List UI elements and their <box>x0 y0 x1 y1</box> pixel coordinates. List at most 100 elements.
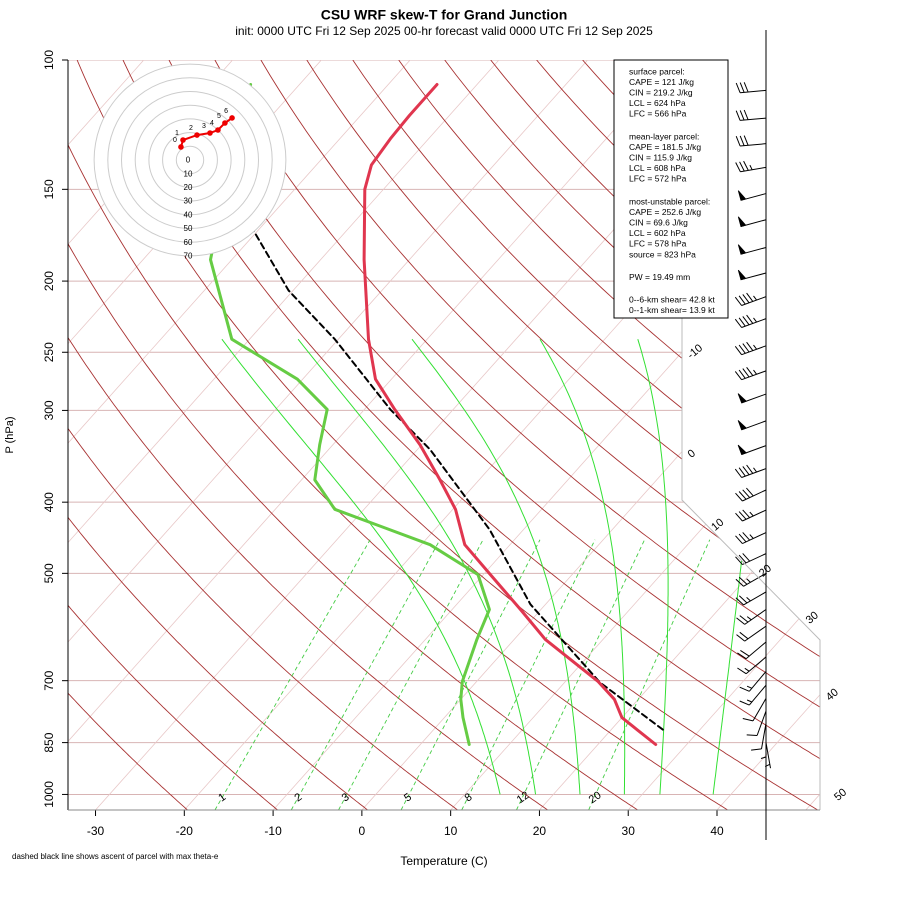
chart-subtitle: init: 0000 UTC Fri 12 Sep 2025 00-hr for… <box>235 24 653 38</box>
parcel-info-line: CAPE = 181.5 J/kg <box>629 142 701 152</box>
wind-barb <box>737 393 767 404</box>
y-tick-label: 150 <box>42 179 56 199</box>
barb-staff <box>736 609 767 625</box>
y-tick-label: 300 <box>42 400 56 420</box>
x-tick-label: -10 <box>264 824 282 838</box>
barb-staff <box>735 109 767 121</box>
wind-barb <box>735 82 767 94</box>
barb-staff <box>735 487 767 502</box>
barb-pennant <box>737 444 748 456</box>
barb-staff <box>734 464 767 478</box>
moist-adiabat <box>221 338 501 795</box>
hodograph-ring-label: 10 <box>184 169 193 178</box>
dry-adiabat <box>260 60 820 810</box>
barb-pennant <box>737 216 747 227</box>
x-tick-label: 10 <box>444 824 458 838</box>
isotherm <box>68 60 500 810</box>
hodograph-point <box>180 137 186 143</box>
hodograph-background <box>94 64 286 256</box>
parcel-info-line: surface parcel: <box>629 66 685 76</box>
x-tick-label: -20 <box>176 824 194 838</box>
hodograph-label: 1 <box>175 130 179 137</box>
barb-staff <box>746 710 767 736</box>
barb-pennant <box>737 269 747 281</box>
wind-barb <box>751 723 767 751</box>
dry-adiabat <box>68 60 368 810</box>
barb-staff <box>735 135 767 147</box>
parcel-info-line: LFC = 566 hPa <box>629 109 687 119</box>
x-tick-label: 20 <box>533 824 547 838</box>
hodograph-ring-label: 70 <box>184 252 193 261</box>
barb-pennant <box>737 244 747 255</box>
wind-barb <box>735 509 767 522</box>
wind-barb <box>737 190 767 201</box>
wind-barb <box>737 641 767 660</box>
parcel-info-line: CIN = 115.9 J/kg <box>629 152 692 162</box>
barb-staff <box>737 656 767 675</box>
barb-staff <box>735 553 767 566</box>
parcel-info-line: source = 823 hPa <box>629 249 696 259</box>
hodograph-label: 4 <box>210 120 214 127</box>
dry-adiabat <box>68 60 188 810</box>
wind-barb <box>746 710 767 736</box>
hodograph-ring <box>121 91 259 229</box>
wind-barb <box>737 244 767 255</box>
barb-staff <box>737 641 767 660</box>
dry-adiabat <box>68 60 728 810</box>
mixing-ratio-label: 20 <box>587 789 604 806</box>
dry-adiabat <box>68 60 638 810</box>
isotherm <box>68 60 411 810</box>
barb-staff <box>734 367 767 381</box>
y-tick-label: 100 <box>42 50 56 70</box>
wind-barb <box>735 109 767 121</box>
parcel-info-line: CIN = 69.6 J/kg <box>629 217 688 227</box>
parcel-info-line: LCL = 602 hPa <box>629 228 686 238</box>
hodograph-ring <box>162 132 218 188</box>
isotherm <box>627 60 820 810</box>
isotherm <box>68 60 677 810</box>
hodograph-ring-label: 0 <box>186 156 191 165</box>
wind-barb <box>735 591 767 606</box>
parcel-info-line: LCL = 608 hPa <box>629 163 686 173</box>
wind-barb <box>737 216 767 227</box>
temperature-line <box>362 83 658 746</box>
y-tick-label: 250 <box>42 342 56 362</box>
barb-pennant <box>737 393 748 404</box>
y-tick-label: 200 <box>42 271 56 291</box>
barb-staff <box>751 723 767 751</box>
barb-staff <box>735 591 767 606</box>
barb-staff <box>735 509 767 522</box>
y-tick-label: 700 <box>42 670 56 690</box>
parcel-info-line: PW = 19.49 mm <box>629 272 690 282</box>
moist-adiabat <box>411 338 581 795</box>
wind-barb <box>737 656 767 675</box>
barb-staff <box>736 625 767 642</box>
moist-adiabat <box>297 338 537 795</box>
y-tick-label: 1000 <box>42 781 56 808</box>
parcel-info-box <box>613 59 729 319</box>
y-tick-label: 850 <box>42 732 56 752</box>
hodograph-label: 3 <box>202 123 206 130</box>
barb-staff <box>742 698 767 722</box>
hodograph-ring <box>148 118 232 202</box>
mixing-ratio-line <box>338 539 484 810</box>
hodograph-point <box>207 130 213 136</box>
dry-adiabat <box>214 60 820 810</box>
x-tick-label: -30 <box>87 824 105 838</box>
wind-barb <box>737 269 767 281</box>
mixing-ratio-line <box>214 539 371 810</box>
hodograph-label: 6 <box>224 108 228 115</box>
parcel-info-line: CAPE = 121 J/kg <box>629 77 694 87</box>
dry-adiabat <box>76 60 818 810</box>
y-axis-label: P (hPa) <box>4 416 16 453</box>
wind-barb <box>736 609 767 625</box>
hodograph-ring <box>175 145 205 175</box>
parcel-info-line: 0--1-km shear= 13.9 kt <box>629 305 715 315</box>
hodograph-ring-label: 50 <box>184 224 193 233</box>
wind-barb <box>735 135 767 147</box>
hodograph-ring-label: 40 <box>184 210 193 219</box>
parcel-info-line: CIN = 219.2 J/kg <box>629 87 693 97</box>
dry-adiabat <box>68 60 278 810</box>
hodograph-point <box>222 120 228 126</box>
mixing-ratio-line <box>290 539 441 810</box>
